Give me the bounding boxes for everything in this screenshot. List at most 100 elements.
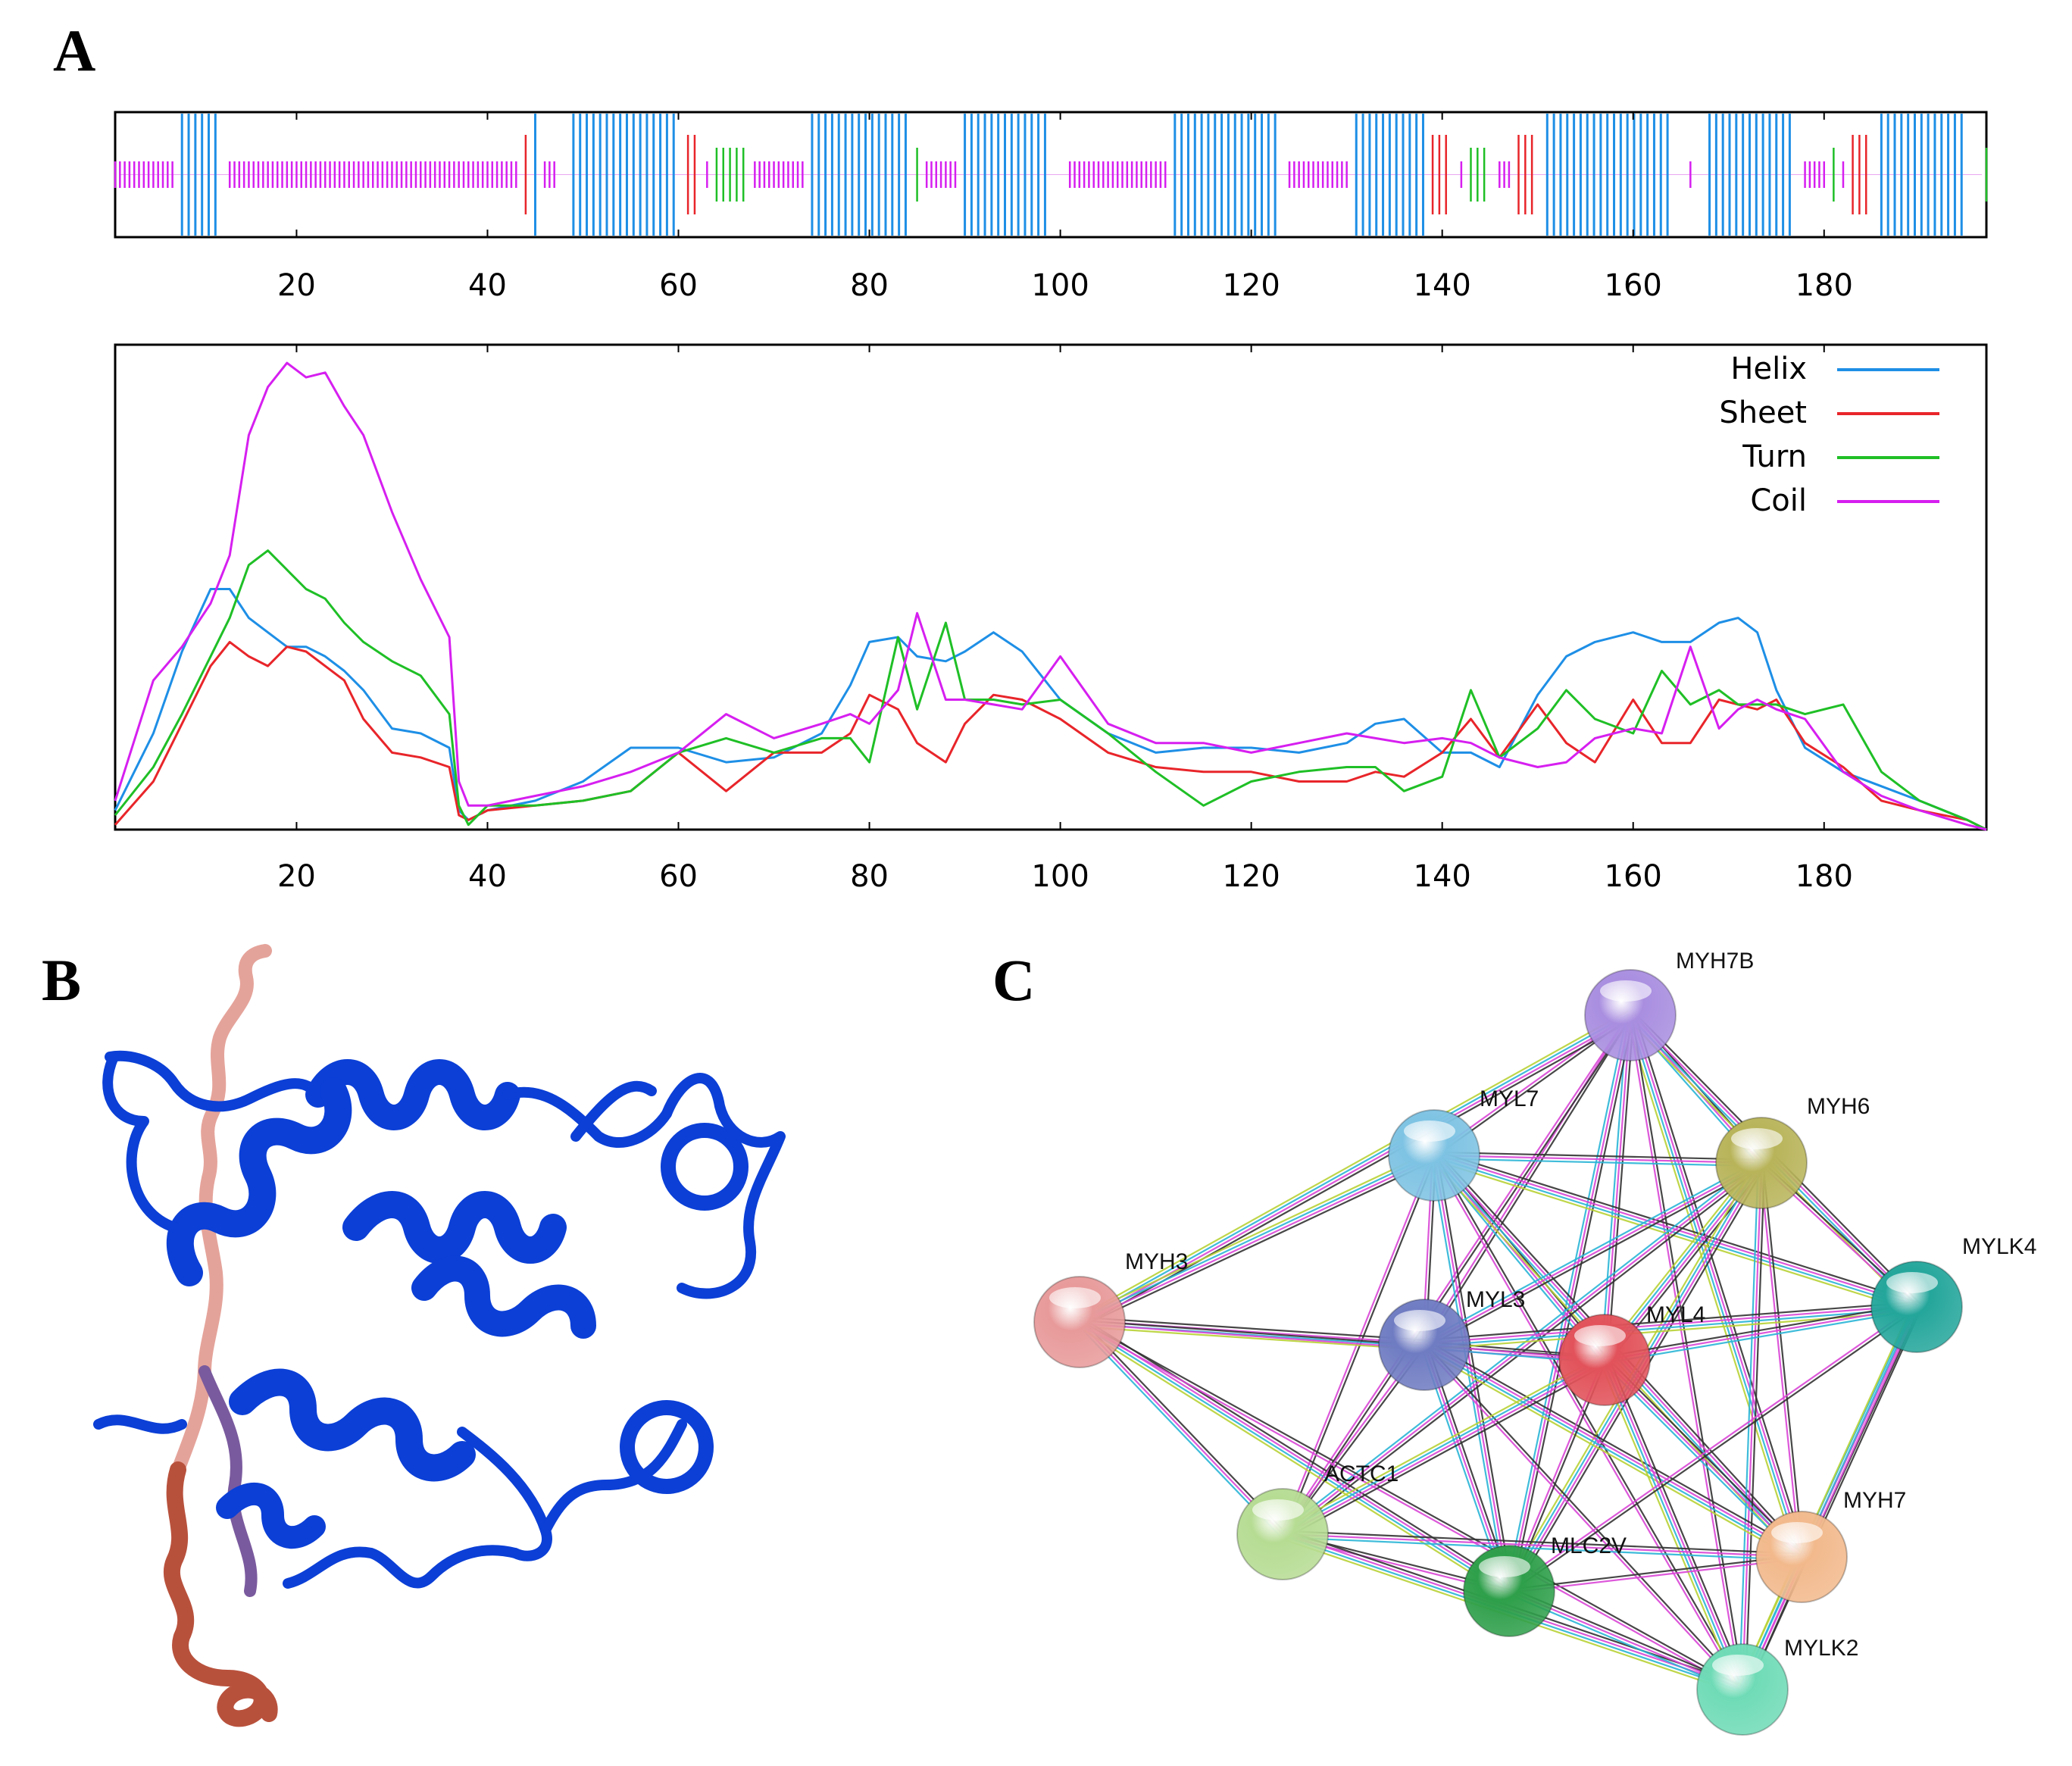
network-edge [1424,1304,1917,1345]
protein-ribbon-structure [93,944,786,1727]
series-line-coil [114,361,1987,831]
network-node-label-myh6: MYH6 [1807,1094,1870,1119]
ribbon-loop-2 [502,1086,672,1149]
network-edge [1627,1015,1742,1690]
network-edge [1080,1015,1632,1324]
network-edge [1423,1345,1802,1559]
network-edge [1078,1322,1742,1692]
network-edge [1081,1018,1633,1327]
network-edge [1604,1302,1917,1358]
network-edge [1080,1320,1744,1689]
network-edge [1630,1014,1745,1689]
network-edge [1599,1361,1739,1692]
ribbon-helix-7 [216,1483,326,1549]
network-edge [1081,1319,1286,1533]
line-x-tick-label: 180 [1795,859,1853,894]
network-edge [1078,1322,1509,1593]
ribbon-loop-8 [93,1414,187,1434]
network-node-highlight [1771,1522,1823,1543]
network-edge [1080,1316,1425,1341]
legend-label-turn: Turn [1742,439,1807,474]
ribbon-helix-coil-right-lower [620,1400,714,1494]
network-edge [1627,1015,1802,1558]
secondary-structure-track: 20 40 60 80 100 120 140 160 180 [114,111,1988,303]
network-edge [1081,1158,1437,1327]
network-edge [1424,1162,1762,1346]
ribbon-loop-1 [105,1050,323,1112]
network-edge [1603,1014,1632,1361]
network-edge [1604,1305,1917,1361]
network-edge [1602,1360,1742,1691]
network-edge [1080,1155,1436,1324]
track-x-tick-label: 60 [659,268,698,303]
ribbon-helix-3 [342,1191,567,1264]
network-edge [1282,1536,1802,1561]
network-node-label-mylk2: MYLK2 [1784,1636,1858,1661]
ribbon-helix-4 [229,1368,476,1482]
network-node-label-myh7: MYH7 [1843,1488,1906,1513]
network-edge [1745,1163,1766,1690]
network-edge [1508,1014,1632,1592]
track-x-tick-label: 20 [277,268,316,303]
network-node-label-actc1: ACTC1 [1324,1461,1399,1486]
network-edge [1435,1149,1919,1304]
network-edge [1283,1530,1802,1555]
network-edge [1433,1155,1917,1310]
line-x-tick-label: 140 [1414,859,1471,894]
ribbon-loop-5 [661,1073,786,1299]
network-edge [1602,1361,1800,1560]
ribbon-loop-4 [283,1545,520,1589]
line-x-tick-label: 120 [1222,859,1280,894]
network-node-highlight [1252,1499,1304,1521]
network-edge [1283,1360,1606,1536]
network-edge [1424,1301,1917,1341]
legend-label-coil: Coil [1750,483,1807,518]
ribbon-coil-c-terminus [163,1461,278,1727]
network-edge [1282,1533,1802,1558]
network-edge [1436,1155,1514,1591]
network-edge [1280,1159,1761,1533]
network-node-label-myh3: MYH3 [1125,1249,1188,1274]
network-edge [1426,1339,1805,1554]
network-edge [1424,1342,1803,1557]
line-x-tick-label: 160 [1605,859,1662,894]
network-edge [1422,1159,1761,1343]
network-edge [1434,1151,1762,1161]
series-line-helix [114,588,1987,831]
network-edge [1424,1307,1917,1348]
network-edge [1509,1307,1918,1593]
network-edge [1432,1155,1742,1691]
network-edge [1283,1164,1764,1538]
ribbon-helix-5 [540,1419,687,1536]
network-edge [1608,1358,1748,1688]
network-edge [1741,1162,1763,1690]
line-x-tick-label: 100 [1031,859,1089,894]
network-node-highlight [1574,1325,1626,1346]
network-node-highlight [1479,1556,1530,1577]
network-edge [1077,1150,1433,1319]
network-node-highlight [1049,1287,1101,1308]
ribbon-loop-6 [102,1052,180,1233]
network-node-highlight [1394,1310,1445,1331]
network-edge [1630,1014,1805,1557]
ribbon-loop-7 [570,1080,657,1142]
network-edge [1425,1164,1764,1349]
legend-label-sheet: Sheet [1719,395,1807,430]
ribbon-loop-3 [457,1427,552,1561]
network-node-label-myl4: MYL4 [1646,1302,1705,1327]
network-edge [1607,1015,1635,1361]
line-chart-frame [114,343,1988,831]
network-edge [1280,1355,1603,1531]
network-edge [1430,1155,1507,1592]
network-edge [1508,1305,1917,1591]
secondary-structure-line-chart: 20 40 60 80 100 120 140 160 180 Helix Sheet Turn… [114,343,1988,894]
network-edge [1509,1557,1802,1594]
legend: Helix Sheet Turn Coil [1719,352,1939,518]
track-x-tick-label: 160 [1605,268,1662,303]
network-edge [1078,1013,1630,1322]
network-node-highlight [1712,1655,1764,1676]
network-node-label-mylk4: MYLK4 [1962,1234,2036,1259]
track-x-tick-label: 100 [1031,268,1089,303]
network-edge [1422,1345,1742,1692]
network-node-label-myh7b: MYH7B [1676,949,1754,974]
